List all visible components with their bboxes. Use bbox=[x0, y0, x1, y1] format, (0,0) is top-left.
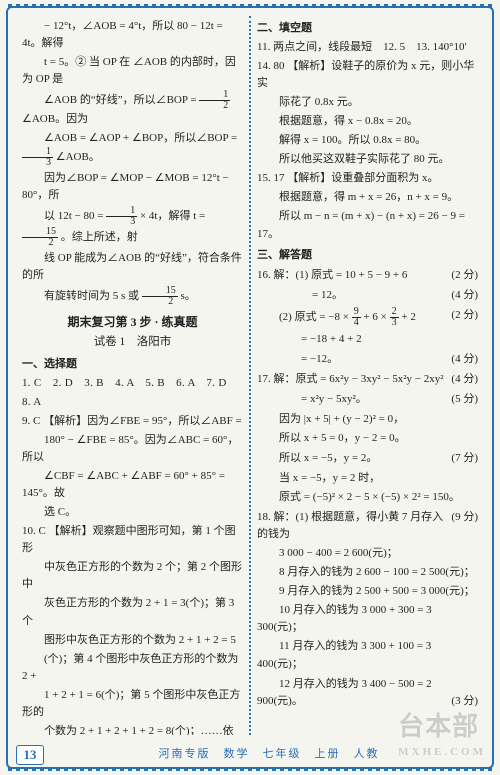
text: 因为 |x + 5| + (y − 2)² = 0， bbox=[257, 411, 478, 428]
text: 10 月存入的钱为 3 000 + 300 = 3 300(元)； bbox=[257, 602, 478, 636]
score: (2 分) bbox=[451, 307, 478, 324]
score: (9 分) bbox=[451, 509, 478, 526]
text: + 6 × bbox=[363, 311, 389, 323]
text: 10. C 【解析】观察题中图形可知，第 1 个图形 bbox=[22, 523, 243, 557]
section-heading: 一、选择题 bbox=[22, 356, 243, 373]
answer-row: 1. C 2. D 3. B 4. A 5. B 6. A 7. D bbox=[22, 375, 243, 392]
answer-row: 8. A bbox=[22, 394, 243, 411]
answer-line: (2) 原式 = −8 × 94 + 6 × 23 + 2 (2 分) bbox=[257, 307, 478, 328]
text: (2) 原式 = −8 × bbox=[257, 311, 352, 323]
text: ∠CBF = ∠ABC + ∠ABF = 60° + 85° = 145°。故 bbox=[22, 468, 243, 502]
text: 根据题意，得 x − 0.8x = 20。 bbox=[257, 113, 478, 130]
text: 灰色正方形的个数为 2 + 1 = 3(个)；第 3 个 bbox=[22, 595, 243, 629]
text: 线 OP 能成为∠AOB 的“好线”，符合条件的所 bbox=[22, 250, 243, 284]
text: 以 12t − 80 = 13 × 4t，解得 t = 152 。综上所述，射 bbox=[22, 206, 243, 248]
text: 所以 x = −5，y = 2。 bbox=[257, 452, 377, 464]
text: 际花了 0.8x 元。 bbox=[257, 94, 478, 111]
text: 所以 x + 5 = 0，y − 2 = 0。 bbox=[257, 430, 478, 447]
text: = −12。 bbox=[257, 353, 338, 365]
text: 有旋转时间为 5 s 或 bbox=[44, 291, 142, 303]
score: (4 分) bbox=[451, 371, 478, 388]
fraction: 152 bbox=[22, 227, 58, 248]
text: ∠AOB 的“好线”，所以∠BOP = bbox=[44, 94, 199, 106]
answer-line: = −12。 (4 分) bbox=[257, 351, 478, 368]
text: 以 12t − 80 = bbox=[44, 210, 106, 222]
answer-line: = 12。 (4 分) bbox=[257, 287, 478, 304]
answer-line: 12 月存入的钱为 3 400 − 500 = 2 900(元)。 (3 分) bbox=[257, 676, 478, 710]
text: 17. 解：原式 = 6x²y − 3xy² − 5x²y − 2xy² bbox=[257, 373, 444, 385]
text: 个数为 2 + 1 + 2 + 1 + 2 = 8(个)；……依次类 bbox=[22, 723, 243, 735]
text: s。 bbox=[181, 291, 196, 303]
text: 因为∠BOP = ∠MOP − ∠MOB = 12°t − 80°，所 bbox=[22, 170, 243, 204]
text: = 12。 bbox=[257, 289, 343, 301]
answer-line: = x²y − 5xy²。 (5 分) bbox=[257, 391, 478, 408]
text: t = 5。② 当 OP 在 ∠AOB 的内部时，因为 OP 是 bbox=[22, 54, 243, 88]
right-column: 二、填空题 11. 两点之间，线段最短 12. 5 13. 140°10′ 14… bbox=[251, 16, 484, 735]
section-heading: 三、解答题 bbox=[257, 247, 478, 264]
answer-line: 所以 x = −5，y = 2。 (7 分) bbox=[257, 450, 478, 467]
text: 11. 两点之间，线段最短 12. 5 13. 140°10′ bbox=[257, 39, 478, 56]
text: = −18 + 4 + 2 bbox=[257, 331, 478, 348]
text: 12 月存入的钱为 3 400 − 500 = 2 900(元)。 bbox=[257, 678, 432, 707]
text: 18. 解：(1) 根据题意，得小黄 7 月存入的钱为 bbox=[257, 509, 478, 543]
text: 8 月存入的钱为 2 600 − 100 = 2 500(元)； bbox=[257, 564, 478, 581]
section-heading: 二、填空题 bbox=[257, 20, 478, 37]
score: (2 分) bbox=[451, 267, 478, 284]
footer-text: 河南专版 数学 七年级 上册 人教 bbox=[54, 746, 484, 763]
text: 所以 m − n = (m + x) − (n + x) = 26 − 9 = … bbox=[257, 208, 478, 242]
score: (5 分) bbox=[451, 391, 478, 408]
text: 当 x = −5，y = 2 时， bbox=[257, 470, 478, 487]
text: 180° − ∠FBE = 85°。因为∠ABC = 60°，所以 bbox=[22, 432, 243, 466]
fraction: 94 bbox=[352, 307, 361, 328]
text: 9. C 【解析】因为∠FBE = 95°，所以∠ABF = bbox=[22, 413, 243, 430]
text: + 2 bbox=[401, 311, 415, 323]
text: ∠AOB = ∠AOP + ∠BOP，所以∠BOP = 13 ∠AOB。 bbox=[22, 130, 243, 168]
left-column: − 12°t，∠AOB = 4°t，所以 80 − 12t = 4t。解得 t … bbox=[16, 16, 249, 735]
fraction: 13 bbox=[22, 147, 53, 168]
answer-line: 17. 解：原式 = 6x²y − 3xy² − 5x²y − 2xy² (4 分… bbox=[257, 371, 478, 388]
score: (4 分) bbox=[451, 351, 478, 368]
text: 16. 解：(1) 原式 = 10 + 5 − 9 + 6 bbox=[257, 269, 407, 281]
text: × 4t，解得 t = bbox=[140, 210, 205, 222]
text: ∠AOB = ∠AOP + ∠BOP，所以∠BOP = bbox=[44, 132, 237, 144]
page: − 12°t，∠AOB = 4°t，所以 80 − 12t = 4t。解得 t … bbox=[16, 16, 484, 735]
text: ∠AOB 的“好线”，所以∠BOP = 12 ∠AOB。因为 bbox=[22, 90, 243, 128]
text: 有旋转时间为 5 s 或 152 s。 bbox=[22, 286, 243, 307]
text: 11 月存入的钱为 3 300 + 100 = 3 400(元)； bbox=[257, 638, 478, 672]
fraction: 152 bbox=[142, 286, 178, 307]
text: 解得 x = 100。所以 0.8x = 80。 bbox=[257, 132, 478, 149]
fraction: 23 bbox=[390, 307, 399, 328]
text: ∠AOB。 bbox=[56, 151, 100, 163]
text: 15. 17 【解析】设重叠部分面积为 x。 bbox=[257, 170, 478, 187]
answer-line: 16. 解：(1) 原式 = 10 + 5 − 9 + 6 (2 分) bbox=[257, 267, 478, 284]
text: 根据题意，得 m + x = 26，n + x = 9。 bbox=[257, 189, 478, 206]
fraction: 13 bbox=[106, 206, 137, 227]
page-number: 13 bbox=[16, 745, 44, 765]
text: 3 000 − 400 = 2 600(元)； bbox=[257, 545, 478, 562]
text: 9 月存入的钱为 2 500 + 500 = 3 000(元)； bbox=[257, 583, 478, 600]
text: ∠AOB。因为 bbox=[22, 113, 88, 125]
text: 原式 = (−5)² × 2 − 5 × (−5) × 2² = 150。 bbox=[257, 489, 478, 506]
text: 所以他买这双鞋子实际花了 80 元。 bbox=[257, 151, 478, 168]
text: (个)；第 4 个图形中灰色正方形的个数为 2 + bbox=[22, 651, 243, 685]
heading-main: 期末复习第 3 步 · 练真题 bbox=[22, 313, 243, 332]
text: 中灰色正方形的个数为 2 个；第 2 个图形中 bbox=[22, 559, 243, 593]
text: 图形中灰色正方形的个数为 2 + 1 + 2 = 5 bbox=[22, 632, 243, 649]
heading-sub: 试卷 1 洛阳市 bbox=[22, 334, 243, 352]
score: (3 分) bbox=[451, 693, 478, 710]
text: 1 + 2 + 1 = 6(个)；第 5 个图形中灰色正方形的 bbox=[22, 687, 243, 721]
text: 。综上所述，射 bbox=[61, 231, 138, 243]
text: = x²y − 5xy²。 bbox=[257, 393, 367, 405]
score: (4 分) bbox=[451, 287, 478, 304]
text: 选 C。 bbox=[22, 504, 243, 521]
text: − 12°t，∠AOB = 4°t，所以 80 − 12t = 4t。解得 bbox=[22, 18, 243, 52]
footer: 13 河南专版 数学 七年级 上册 人教 bbox=[16, 745, 484, 765]
score: (7 分) bbox=[451, 450, 478, 467]
text: 14. 80 【解析】设鞋子的原价为 x 元，则小华实 bbox=[257, 58, 478, 92]
fraction: 12 bbox=[199, 90, 230, 111]
